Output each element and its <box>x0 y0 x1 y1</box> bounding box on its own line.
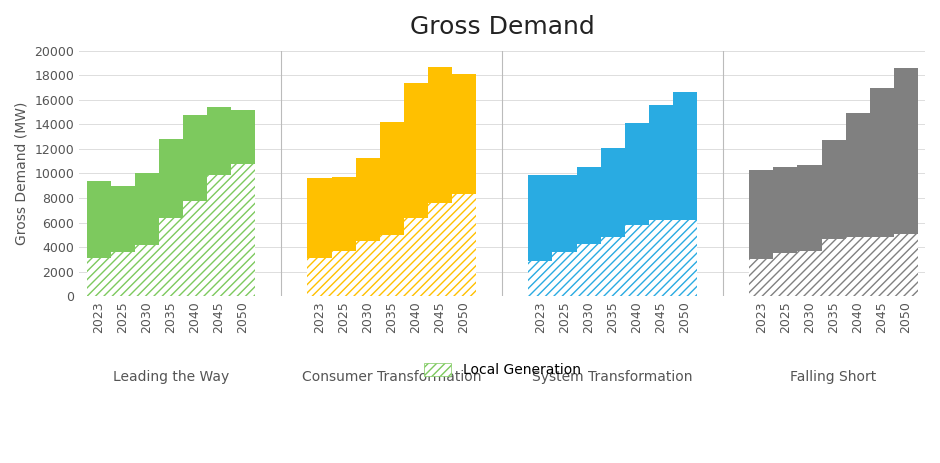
Bar <box>207 175 231 296</box>
Bar <box>625 123 649 225</box>
Bar <box>182 114 207 200</box>
Bar <box>355 241 380 296</box>
Legend: Local Generation: Local Generation <box>418 357 587 383</box>
Bar <box>207 107 231 175</box>
Bar <box>182 200 207 296</box>
Bar <box>749 170 774 259</box>
Bar <box>182 200 207 296</box>
Bar <box>134 245 159 296</box>
Bar <box>231 163 255 296</box>
Bar <box>894 234 917 296</box>
Bar <box>159 218 182 296</box>
Bar <box>134 245 159 296</box>
Bar <box>528 175 553 261</box>
Bar <box>797 251 822 296</box>
Bar <box>428 203 452 296</box>
Text: Leading the Way: Leading the Way <box>113 370 228 384</box>
Bar <box>822 238 846 296</box>
Bar <box>553 252 576 296</box>
Bar <box>86 258 111 296</box>
Bar <box>870 238 894 296</box>
Bar <box>870 238 894 296</box>
Bar <box>576 244 601 296</box>
Bar <box>307 258 332 296</box>
Bar <box>332 251 355 296</box>
Bar <box>576 244 601 296</box>
Bar <box>428 67 452 203</box>
Bar <box>625 225 649 296</box>
Bar <box>797 251 822 296</box>
Bar <box>452 74 476 194</box>
Bar <box>159 139 182 218</box>
Bar <box>774 253 797 296</box>
Bar <box>528 261 553 296</box>
Bar <box>601 238 625 296</box>
Bar <box>528 261 553 296</box>
Bar <box>380 235 403 296</box>
Bar <box>553 252 576 296</box>
Bar <box>231 163 255 296</box>
Bar <box>332 251 355 296</box>
Bar <box>649 220 673 296</box>
Bar <box>452 194 476 296</box>
Bar <box>355 157 380 241</box>
Bar <box>428 203 452 296</box>
Bar <box>749 259 774 296</box>
Bar <box>231 110 255 163</box>
Bar <box>601 238 625 296</box>
Bar <box>797 165 822 251</box>
Bar <box>355 241 380 296</box>
Bar <box>576 167 601 244</box>
Y-axis label: Gross Demand (MW): Gross Demand (MW) <box>15 102 29 245</box>
Title: Gross Demand: Gross Demand <box>410 15 594 39</box>
Bar <box>870 88 894 238</box>
Bar <box>86 258 111 296</box>
Bar <box>601 148 625 238</box>
Bar <box>159 218 182 296</box>
Bar <box>894 68 917 234</box>
Bar <box>307 178 332 258</box>
Bar <box>649 220 673 296</box>
Bar <box>673 93 697 220</box>
Bar <box>774 253 797 296</box>
Bar <box>134 174 159 245</box>
Bar <box>822 238 846 296</box>
Bar <box>553 175 576 252</box>
Bar <box>649 105 673 220</box>
Bar <box>894 234 917 296</box>
Bar <box>332 177 355 251</box>
Bar <box>673 220 697 296</box>
Bar <box>625 225 649 296</box>
Bar <box>403 218 428 296</box>
Bar <box>673 220 697 296</box>
Bar <box>380 235 403 296</box>
Text: System Transformation: System Transformation <box>532 370 693 384</box>
Bar <box>111 252 134 296</box>
Bar <box>111 252 134 296</box>
Bar <box>452 194 476 296</box>
Bar <box>403 218 428 296</box>
Bar <box>207 175 231 296</box>
Bar <box>774 167 797 253</box>
Bar <box>846 113 870 238</box>
Bar <box>111 186 134 252</box>
Text: Falling Short: Falling Short <box>791 370 877 384</box>
Bar <box>380 122 403 235</box>
Bar <box>822 140 846 238</box>
Bar <box>86 181 111 258</box>
Bar <box>846 238 870 296</box>
Bar <box>307 258 332 296</box>
Text: Consumer Transformation: Consumer Transformation <box>302 370 481 384</box>
Bar <box>749 259 774 296</box>
Bar <box>846 238 870 296</box>
Bar <box>403 82 428 218</box>
